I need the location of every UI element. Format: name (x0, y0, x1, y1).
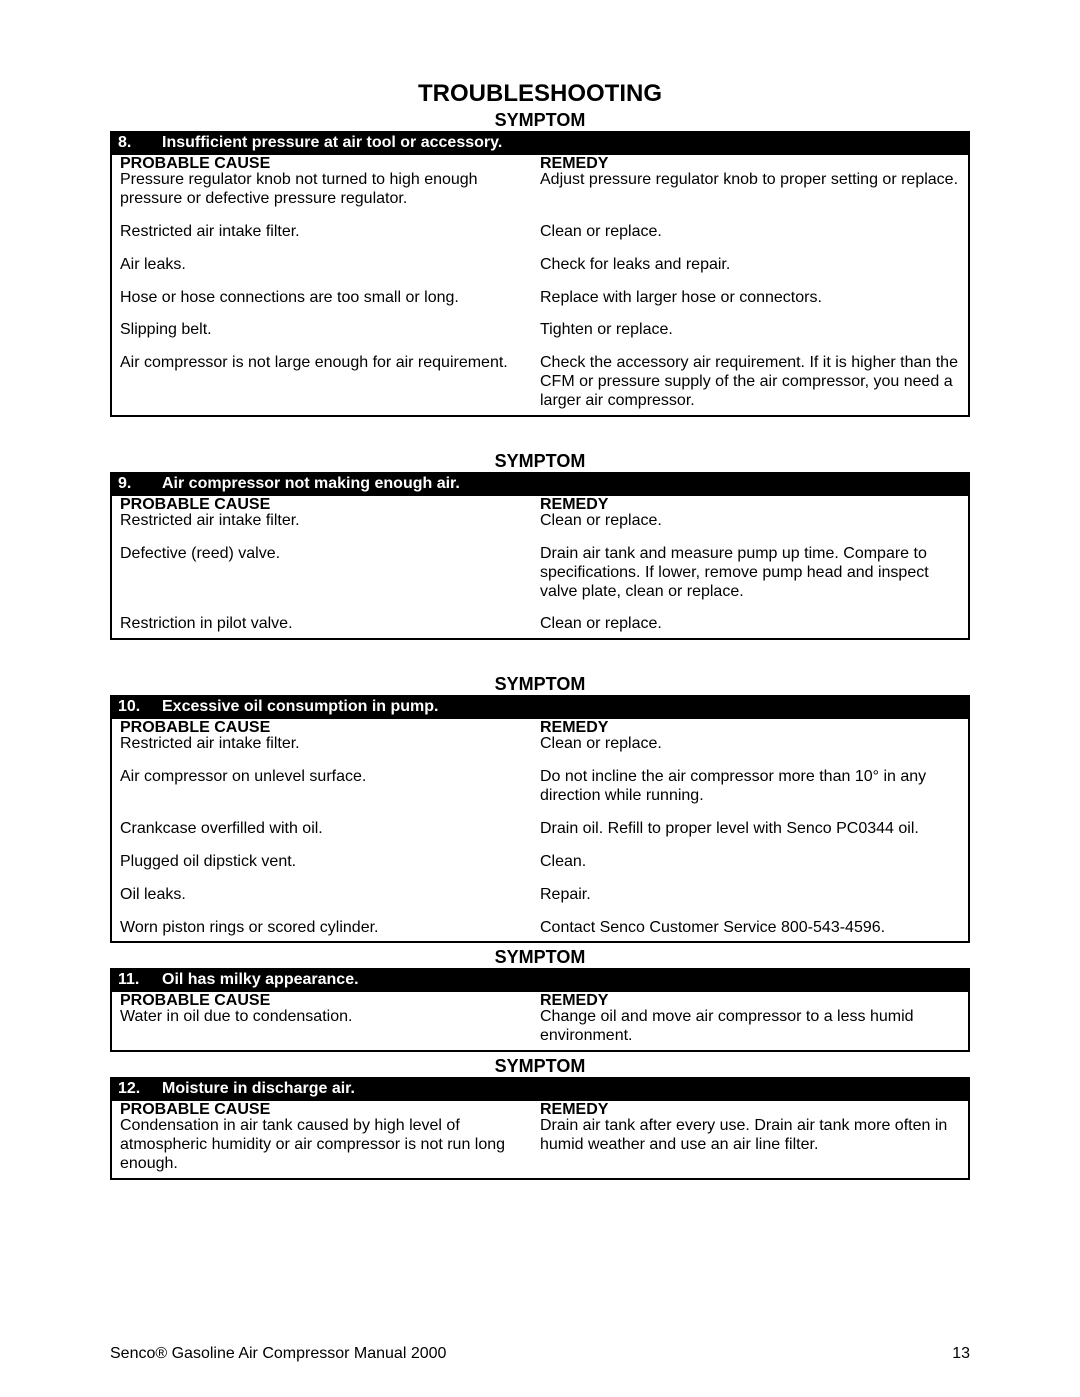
cause-cell: Slipping belt. (120, 321, 540, 340)
remedy-cell: Drain air tank after every use. Drain ai… (540, 1117, 960, 1174)
remedy-cell: Repair. (540, 886, 960, 905)
page-title: TROUBLESHOOTING (110, 80, 970, 108)
cause-cell: Worn piston rings or scored cylinder. (120, 919, 540, 938)
table-row: Hose or hose connections are too small o… (112, 289, 968, 308)
troubleshoot-box: PROBABLE CAUSEREMEDYRestricted air intak… (110, 496, 970, 640)
table-row: Pressure regulator knob not turned to hi… (112, 171, 968, 209)
symptom-header: 12.Moisture in discharge air. (110, 1077, 970, 1101)
remedy-cell: Clean or replace. (540, 512, 960, 531)
cause-cell: Restricted air intake filter. (120, 512, 540, 531)
table-row: Crankcase overfilled with oil.Drain oil.… (112, 820, 968, 839)
symptom-title: Oil has milky appearance. (162, 971, 359, 989)
remedy-cell: Contact Senco Customer Service 800-543-4… (540, 919, 960, 938)
symptom-number: 10. (118, 698, 162, 716)
table-row: Restriction in pilot valve.Clean or repl… (112, 615, 968, 634)
remedy-cell: Check for leaks and repair. (540, 256, 960, 275)
symptom-title: Insufficient pressure at air tool or acc… (162, 134, 502, 152)
symptom-title: Excessive oil consumption in pump. (162, 698, 439, 716)
cause-cell: Restriction in pilot valve. (120, 615, 540, 634)
table-row: Slipping belt.Tighten or replace. (112, 321, 968, 340)
remedy-cell: Clean. (540, 853, 960, 872)
table-row: Oil leaks.Repair. (112, 886, 968, 905)
cause-cell: Hose or hose connections are too small o… (120, 289, 540, 308)
remedy-cell: Clean or replace. (540, 223, 960, 242)
table-row: Air compressor on unlevel surface.Do not… (112, 768, 968, 806)
symptom-header: 8.Insufficient pressure at air tool or a… (110, 131, 970, 155)
cause-cell: Air leaks. (120, 256, 540, 275)
table-row: Restricted air intake filter.Clean or re… (112, 735, 968, 754)
troubleshoot-box: PROBABLE CAUSEREMEDYRestricted air intak… (110, 719, 970, 943)
cause-cell: Air compressor is not large enough for a… (120, 354, 540, 411)
symptom-header: 11.Oil has milky appearance. (110, 968, 970, 992)
troubleshoot-box: PROBABLE CAUSEREMEDYWater in oil due to … (110, 992, 970, 1052)
cause-cell: Water in oil due to condensation. (120, 1008, 540, 1046)
symptom-header: 9.Air compressor not making enough air. (110, 472, 970, 496)
symptom-title: Air compressor not making enough air. (162, 475, 460, 493)
symptom-number: 9. (118, 475, 162, 493)
cause-cell: Plugged oil dipstick vent. (120, 853, 540, 872)
remedy-cell: Change oil and move air compressor to a … (540, 1008, 960, 1046)
table-row: Condensation in air tank caused by high … (112, 1117, 968, 1174)
symptom-number: 8. (118, 134, 162, 152)
cause-cell: Pressure regulator knob not turned to hi… (120, 171, 540, 209)
remedy-cell: Do not incline the air compressor more t… (540, 768, 960, 806)
remedy-cell: Tighten or replace. (540, 321, 960, 340)
table-row: Restricted air intake filter.Clean or re… (112, 223, 968, 242)
cause-cell: Air compressor on unlevel surface. (120, 768, 540, 806)
table-row: Worn piston rings or scored cylinder.Con… (112, 919, 968, 938)
remedy-cell: Check the accessory air requirement. If … (540, 354, 960, 411)
symptom-label: SYMPTOM (110, 451, 970, 472)
cause-cell: Crankcase overfilled with oil. (120, 820, 540, 839)
cause-cell: Condensation in air tank caused by high … (120, 1117, 540, 1174)
symptom-title: Moisture in discharge air. (162, 1080, 355, 1098)
symptom-label: SYMPTOM (110, 110, 970, 131)
remedy-cell: Clean or replace. (540, 615, 960, 634)
cause-cell: Oil leaks. (120, 886, 540, 905)
remedy-cell: Replace with larger hose or connectors. (540, 289, 960, 308)
remedy-cell: Drain air tank and measure pump up time.… (540, 545, 960, 602)
table-row: Plugged oil dipstick vent.Clean. (112, 853, 968, 872)
troubleshoot-box: PROBABLE CAUSEREMEDYPressure regulator k… (110, 155, 970, 417)
symptom-number: 12. (118, 1080, 162, 1098)
remedy-cell: Drain oil. Refill to proper level with S… (540, 820, 960, 839)
symptom-label: SYMPTOM (110, 1056, 970, 1077)
cause-cell: Restricted air intake filter. (120, 735, 540, 754)
troubleshoot-box: PROBABLE CAUSEREMEDYCondensation in air … (110, 1101, 970, 1180)
symptom-header: 10.Excessive oil consumption in pump. (110, 695, 970, 719)
footer-left: Senco® Gasoline Air Compressor Manual 20… (110, 1345, 446, 1363)
cause-cell: Defective (reed) valve. (120, 545, 540, 602)
page-footer: Senco® Gasoline Air Compressor Manual 20… (110, 1345, 970, 1363)
table-row: Restricted air intake filter.Clean or re… (112, 512, 968, 531)
remedy-cell: Clean or replace. (540, 735, 960, 754)
symptom-number: 11. (118, 971, 162, 989)
footer-right: 13 (952, 1345, 970, 1363)
table-row: Defective (reed) valve.Drain air tank an… (112, 545, 968, 602)
table-row: Air leaks.Check for leaks and repair. (112, 256, 968, 275)
symptom-label: SYMPTOM (110, 947, 970, 968)
cause-cell: Restricted air intake filter. (120, 223, 540, 242)
remedy-cell: Adjust pressure regulator knob to proper… (540, 171, 960, 209)
table-row: Air compressor is not large enough for a… (112, 354, 968, 411)
table-row: Water in oil due to condensation.Change … (112, 1008, 968, 1046)
symptom-label: SYMPTOM (110, 674, 970, 695)
